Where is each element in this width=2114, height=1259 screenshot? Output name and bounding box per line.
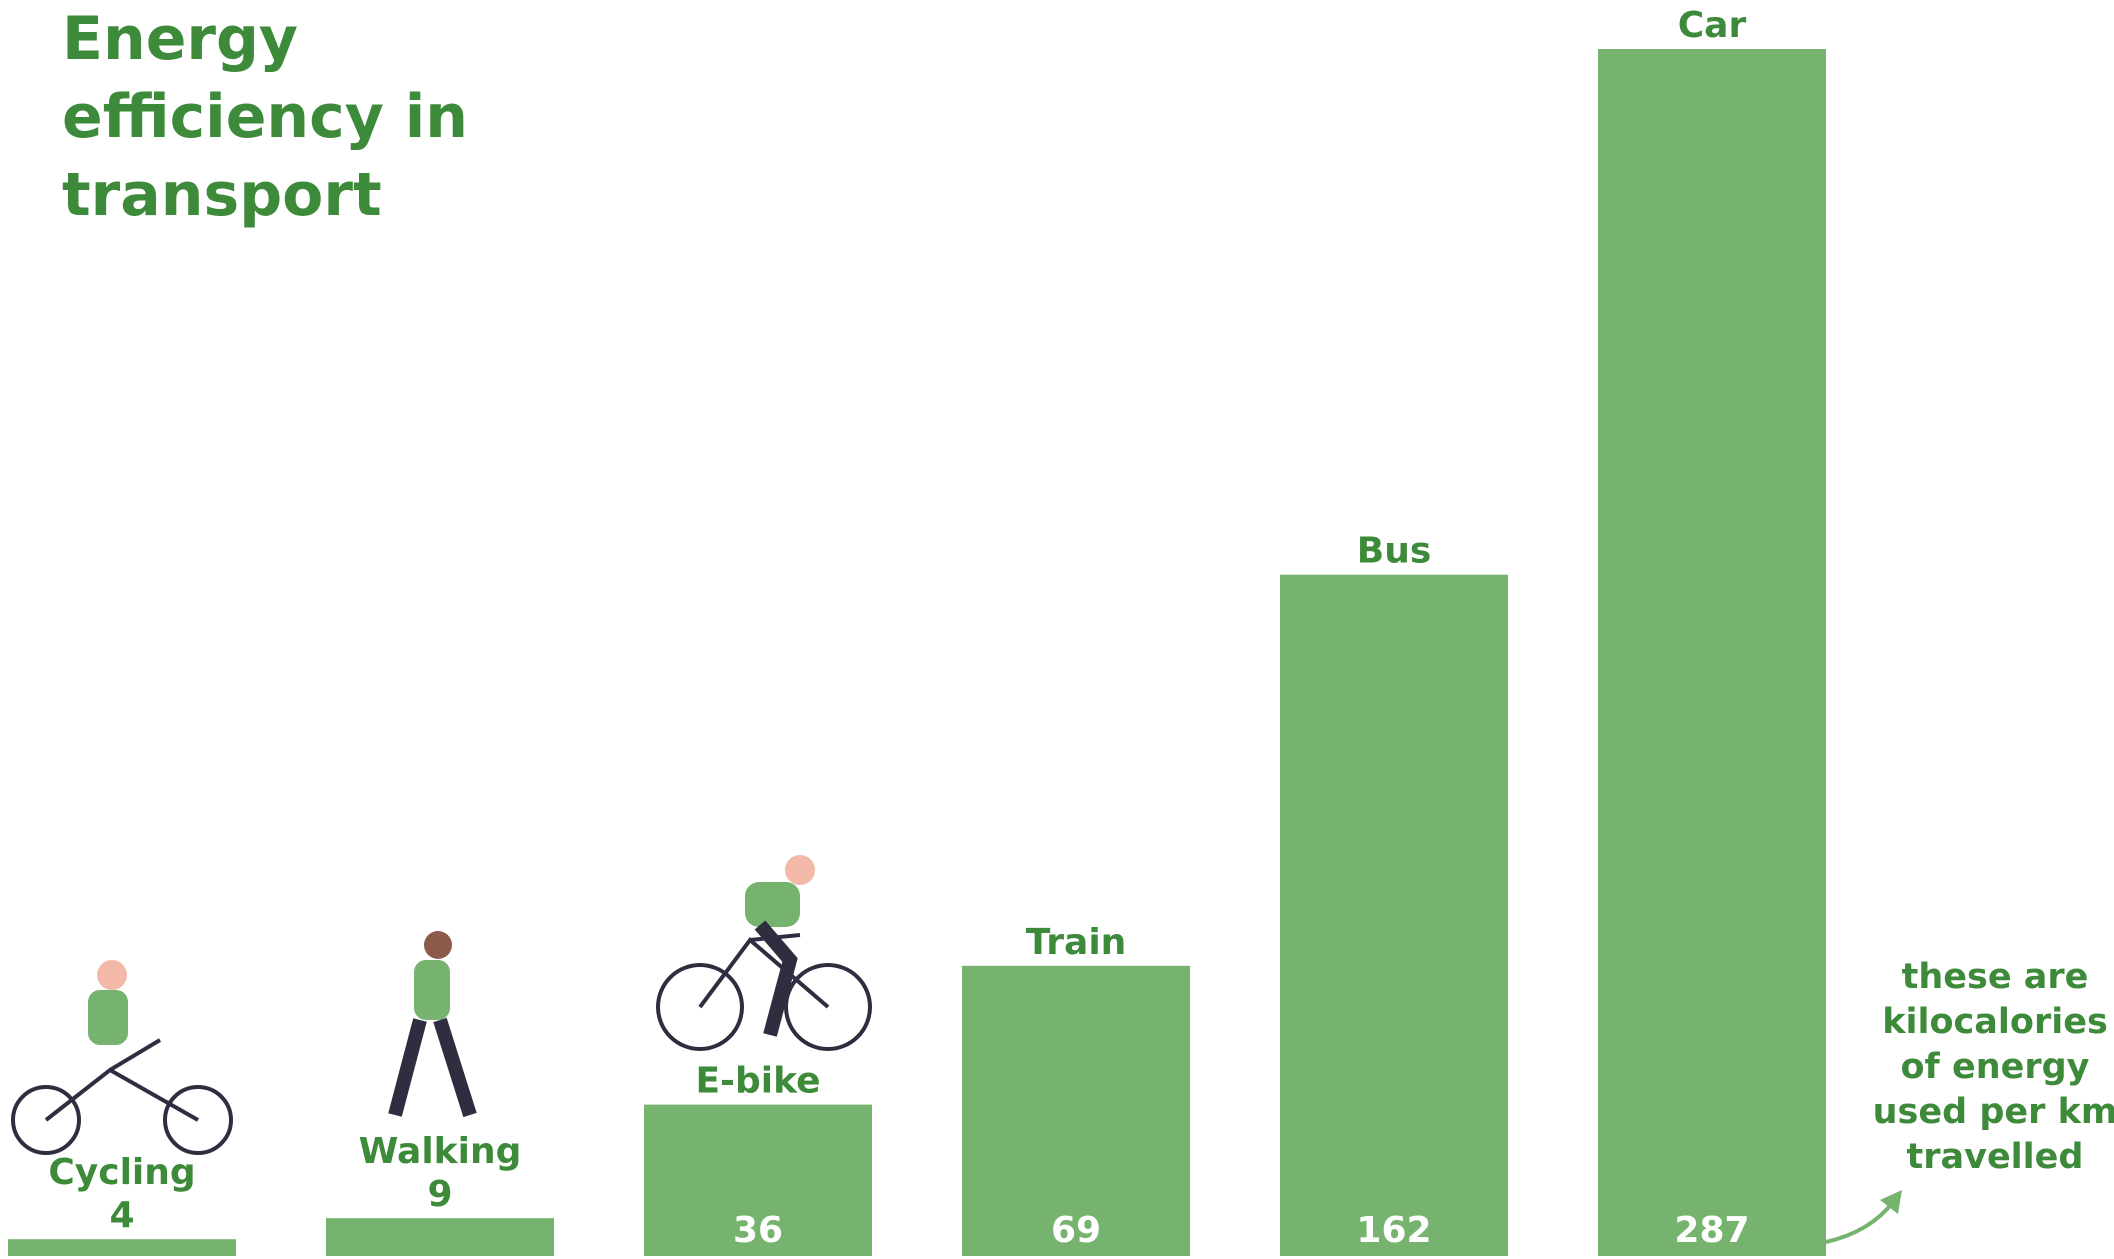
category-label: E-bike [695,1061,820,1102]
value-label: 162 [1356,1210,1431,1251]
page: Energy efficiency in transport these are… [0,0,2114,1259]
category-label: Bus [1357,531,1432,572]
bar [1280,575,1508,1256]
category-label: Train [1026,922,1127,963]
bar [1598,49,1826,1256]
arrow [1826,1202,1893,1242]
bar [8,1239,236,1256]
chart: Cycling4 Walking9 E-bike 36 Train 69 Bus 162 Car… [0,0,2114,1259]
value-label: 69 [1051,1210,1101,1251]
value-label: 9 [427,1174,452,1215]
value-label: 287 [1674,1210,1749,1251]
bar [326,1218,554,1256]
category-label: Car [1678,5,1747,46]
category-label: Walking [359,1131,522,1172]
value-label: 4 [109,1195,134,1236]
value-label: 36 [733,1210,783,1251]
category-label: Cycling [48,1152,195,1193]
